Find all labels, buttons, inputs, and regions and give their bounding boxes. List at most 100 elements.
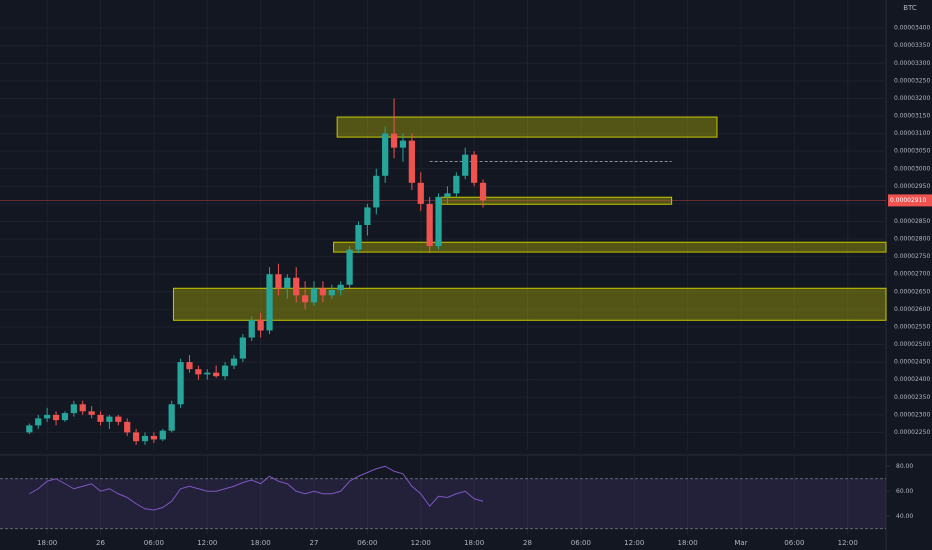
candle-body (471, 154, 478, 183)
candle-body (319, 288, 327, 296)
rsi-tick-label: 80.00 (896, 463, 913, 470)
current-price-label: 0.00002910 (890, 197, 926, 204)
candle-body (444, 193, 451, 197)
x-tick-label: 12:00 (411, 539, 431, 547)
y-tick-label: 0.00002600 (894, 306, 930, 313)
x-tick-label: 28 (523, 539, 532, 547)
candle-body (266, 274, 273, 331)
candle-body (373, 175, 380, 208)
candle-body (159, 430, 166, 440)
y-tick-label: 0.00002550 (894, 323, 930, 330)
x-tick-label: 06:00 (571, 539, 591, 547)
x-tick-label: 27 (310, 539, 319, 547)
x-tick-label: 12:00 (624, 539, 644, 547)
unit-label: BTC (903, 4, 917, 12)
candle-body (399, 140, 407, 148)
y-tick-label: 0.00003100 (894, 130, 930, 137)
x-tick-label: Mar (734, 539, 747, 547)
x-tick-label: 06:00 (144, 539, 164, 547)
candle-body (364, 207, 371, 225)
candle-body (248, 319, 255, 338)
candle-body (186, 362, 193, 370)
candle-body (346, 249, 353, 285)
candle-body (239, 337, 246, 359)
x-tick-label: 12:00 (197, 539, 217, 547)
candle-body (79, 404, 86, 412)
candle-body (453, 175, 460, 194)
x-tick-label: 18:00 (251, 539, 271, 547)
y-tick-label: 0.00003050 (894, 148, 930, 155)
y-tick-label: 0.00003250 (894, 77, 930, 84)
rsi-tick-label: 40.00 (896, 513, 913, 520)
candle-body (213, 372, 220, 377)
x-tick-label: 06:00 (784, 539, 804, 547)
x-tick-label: 18:00 (37, 539, 57, 547)
candle-body (230, 358, 238, 366)
rsi-line (29, 465, 484, 511)
y-tick-label: 0.00003300 (894, 60, 930, 67)
candle-body (426, 203, 433, 247)
y-tick-label: 0.00002650 (894, 288, 930, 295)
candle-body (337, 284, 344, 291)
y-tick-label: 0.00003200 (894, 95, 930, 102)
candle-body (284, 277, 291, 289)
candle-body (390, 133, 398, 148)
y-tick-label: 0.00003350 (894, 42, 930, 49)
y-tick-label: 0.00002800 (894, 236, 930, 243)
candle-body (35, 418, 42, 426)
x-tick-label: 12:00 (838, 539, 858, 547)
candle-body (52, 414, 60, 421)
candle-body (106, 416, 113, 422)
candle-body (61, 413, 69, 421)
candle-body (479, 182, 487, 201)
y-tick-label: 0.00002700 (894, 271, 930, 278)
x-tick-label: 06:00 (357, 539, 377, 547)
current-price-tag (888, 194, 932, 207)
candle-body (257, 319, 264, 331)
candle-body (382, 133, 389, 176)
y-tick-label: 0.00002500 (894, 341, 930, 348)
candle-body (168, 404, 175, 431)
y-tick-label: 0.00002350 (894, 394, 930, 401)
candle-body (88, 411, 95, 415)
y-tick-label: 0.00002400 (894, 376, 930, 383)
x-tick-label: 18:00 (464, 539, 484, 547)
candle-body (462, 154, 469, 176)
candle-body (204, 372, 211, 375)
candle-body (310, 288, 318, 303)
zone (172, 287, 887, 321)
candle-body (293, 277, 300, 296)
rsi-band-fill (0, 478, 886, 529)
candle-body (124, 421, 131, 433)
candle-body (275, 274, 282, 289)
candle-body (221, 365, 229, 377)
candle-body (408, 140, 415, 183)
candle-body (115, 416, 122, 422)
candle-body (141, 435, 149, 442)
candle-body (328, 290, 335, 296)
zone (440, 196, 673, 205)
candle-body (26, 425, 33, 433)
zone (336, 116, 718, 138)
y-tick-label: 0.00003150 (894, 113, 930, 120)
y-tick-label: 0.00002250 (894, 429, 930, 436)
x-tick-label: 26 (96, 539, 105, 547)
y-tick-label: 0.00002300 (894, 411, 930, 418)
candle-body (435, 196, 442, 247)
candle-body (195, 369, 202, 375)
y-tick-label: 0.00002450 (894, 359, 930, 366)
y-tick-label: 0.00002750 (894, 253, 930, 260)
x-tick-label: 18:00 (678, 539, 698, 547)
candle-body (177, 362, 184, 405)
candle-body (70, 404, 77, 414)
candle-body (44, 414, 51, 419)
zone (333, 241, 887, 253)
y-tick-label: 0.00003000 (894, 165, 930, 172)
candle-body (97, 414, 104, 422)
rsi-tick-label: 60.00 (896, 488, 913, 495)
candle-body (302, 295, 309, 303)
candle-body (355, 225, 362, 250)
candle-body (132, 432, 140, 442)
